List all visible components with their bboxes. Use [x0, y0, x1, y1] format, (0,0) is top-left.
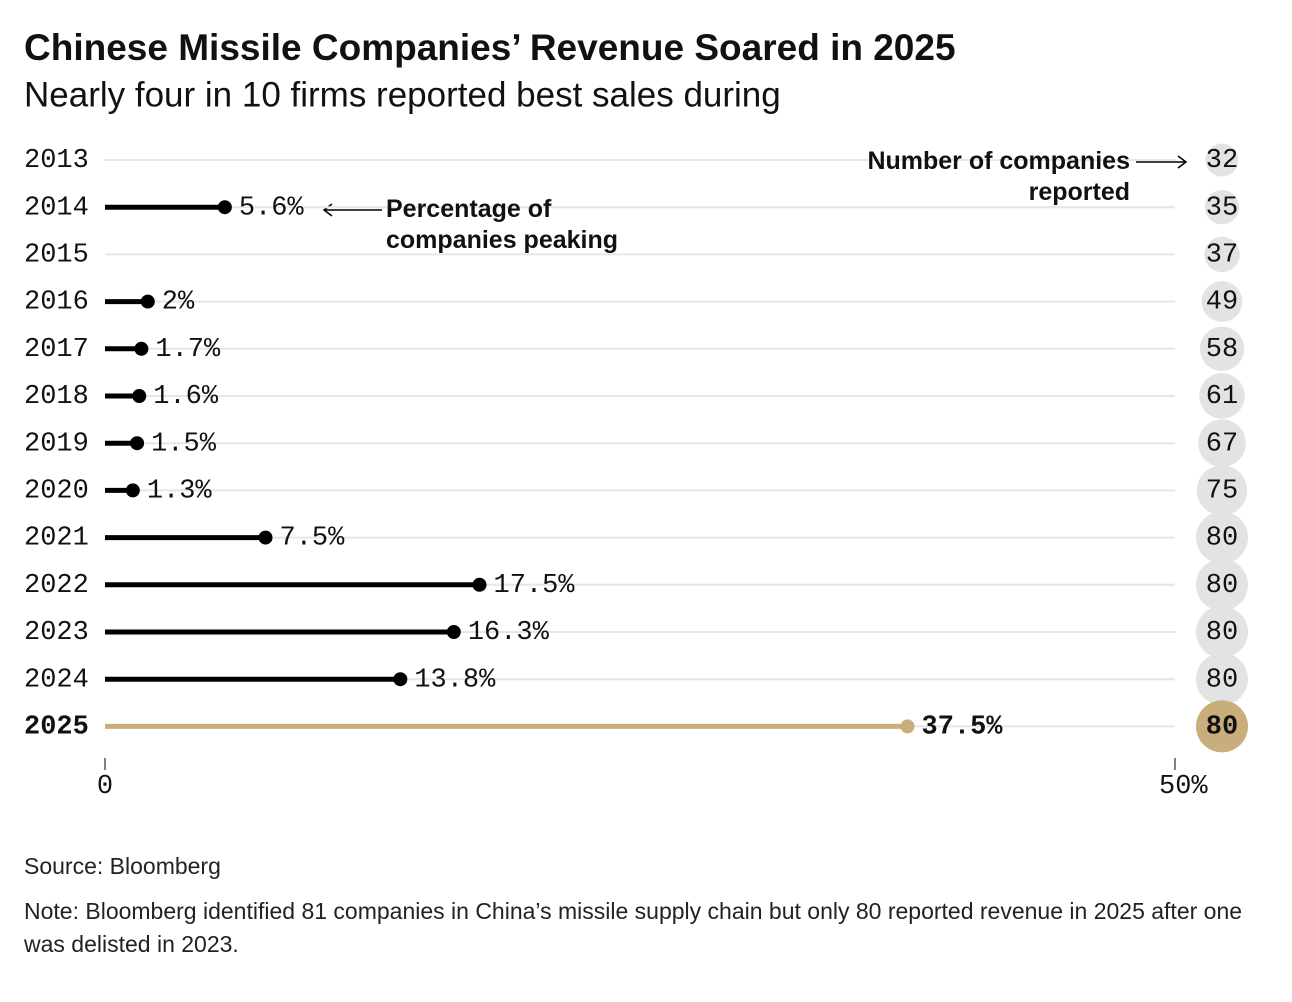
lollipop-dot	[472, 577, 487, 592]
note: Note: Bloomberg identified 81 companies …	[24, 898, 1243, 957]
y-tick-label: 2024	[24, 665, 89, 695]
data-label: 1.3%	[147, 477, 213, 507]
lollipop-dot	[130, 436, 145, 451]
data-label: 7.5%	[280, 524, 346, 554]
count-bubble	[1196, 465, 1248, 516]
y-tick-label: 2022	[24, 571, 89, 601]
data-label: 5.6%	[239, 193, 305, 223]
lollipop-dot	[900, 719, 915, 734]
count-label: 35	[1206, 193, 1238, 223]
count-label: 61	[1206, 382, 1238, 412]
count-label: 80	[1206, 571, 1238, 601]
count-bubble	[1204, 236, 1240, 273]
y-tick-label: 2019	[24, 429, 89, 459]
count-label: 80	[1206, 665, 1238, 695]
data-label: 13.8%	[414, 665, 496, 695]
count-label: 58	[1206, 335, 1238, 365]
x-tick-label: 50%	[1159, 772, 1208, 802]
lollipop-dot	[140, 294, 155, 309]
data-label: 37.5%	[922, 713, 1004, 743]
y-tick-label: 2025	[24, 713, 89, 743]
count-bubble	[1199, 326, 1245, 371]
count-label: 80	[1206, 524, 1238, 554]
y-tick-label: 2016	[24, 288, 89, 318]
y-tick-label: 2018	[24, 382, 89, 412]
y-tick-label: 2020	[24, 477, 89, 507]
x-tick-label: 0	[97, 772, 113, 802]
lollipop-dot	[446, 625, 461, 639]
y-tick-label: 2017	[24, 335, 89, 365]
lollipop-dot	[393, 672, 408, 687]
annotation: Percentage of companies peaking	[386, 195, 619, 254]
count-bubble	[1196, 558, 1248, 611]
count-bubble	[1205, 143, 1239, 177]
data-label: 1.5%	[151, 429, 217, 459]
lollipop-dot	[258, 530, 273, 545]
count-bubble	[1201, 281, 1243, 322]
y-tick-label: 2021	[24, 524, 89, 554]
chart-subtitle: Nearly four in 10 firms reported best sa…	[24, 75, 781, 114]
count-label: 67	[1206, 429, 1238, 459]
lollipop-dot	[217, 200, 232, 215]
chart-title: Chinese Missile Companies’ Revenue Soare…	[24, 27, 956, 68]
count-label: 80	[1206, 713, 1238, 743]
data-label: 1.7%	[155, 335, 221, 365]
count-label: 49	[1206, 288, 1238, 318]
count-label: 75	[1206, 477, 1238, 507]
lollipop-dot	[132, 389, 147, 403]
y-tick-label: 2014	[24, 193, 89, 223]
y-tick-label: 2015	[24, 241, 89, 271]
annotation: Number of companies reported	[867, 147, 1130, 206]
data-label: 16.3%	[468, 618, 550, 648]
count-bubble	[1198, 419, 1246, 467]
y-tick-label: 2013	[24, 146, 89, 176]
count-label: 80	[1206, 618, 1238, 648]
source: Source: Bloomberg	[24, 853, 221, 879]
data-label: 2%	[162, 288, 195, 318]
count-label: 37	[1206, 241, 1238, 271]
data-label: 17.5%	[494, 571, 576, 601]
count-bubble	[1196, 511, 1248, 564]
y-tick-label: 2023	[24, 618, 89, 648]
lollipop-dot	[125, 483, 140, 498]
count-label: 32	[1206, 146, 1238, 176]
count-bubble	[1196, 606, 1248, 658]
count-bubble	[1196, 653, 1248, 706]
lollipop-dot	[134, 341, 149, 356]
arrow-head	[322, 203, 333, 217]
arrow-head	[1177, 155, 1188, 169]
data-label: 1.6%	[153, 382, 219, 412]
count-bubble	[1199, 373, 1245, 419]
count-bubble	[1196, 700, 1248, 753]
count-bubble	[1204, 190, 1240, 225]
